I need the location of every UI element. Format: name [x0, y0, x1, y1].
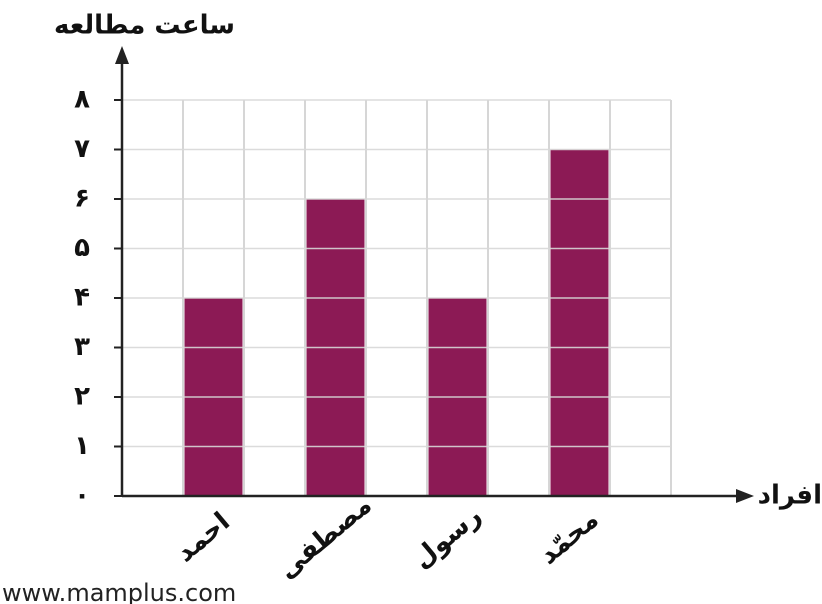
y-tick-label: ۴ — [74, 283, 90, 313]
x-tick-label: مصطفی — [273, 490, 378, 585]
y-tick-label: ۶ — [74, 184, 90, 214]
y-tick-label: ۵ — [74, 233, 90, 263]
x-tick-label: احمد — [171, 507, 236, 569]
x-tick-label: رسول — [407, 501, 487, 575]
y-tick-label: ۰ — [74, 481, 90, 511]
watermark: www.mamplus.com — [2, 579, 236, 604]
x-axis-title: افراد — [758, 481, 822, 511]
y-tick-label: ۷ — [74, 134, 90, 164]
y-tick-label: ۲ — [74, 382, 90, 412]
y-tick-label: ۳ — [74, 332, 90, 362]
y-axis-title: ساعت مطالعه — [54, 11, 235, 41]
y-tick-label: ۱ — [74, 431, 90, 461]
bar — [550, 149, 609, 496]
x-axis-arrow — [736, 489, 754, 503]
x-tick-label: محمّد — [534, 504, 605, 570]
y-tick-label: ۸ — [74, 85, 90, 115]
y-axis-arrow — [115, 46, 129, 64]
